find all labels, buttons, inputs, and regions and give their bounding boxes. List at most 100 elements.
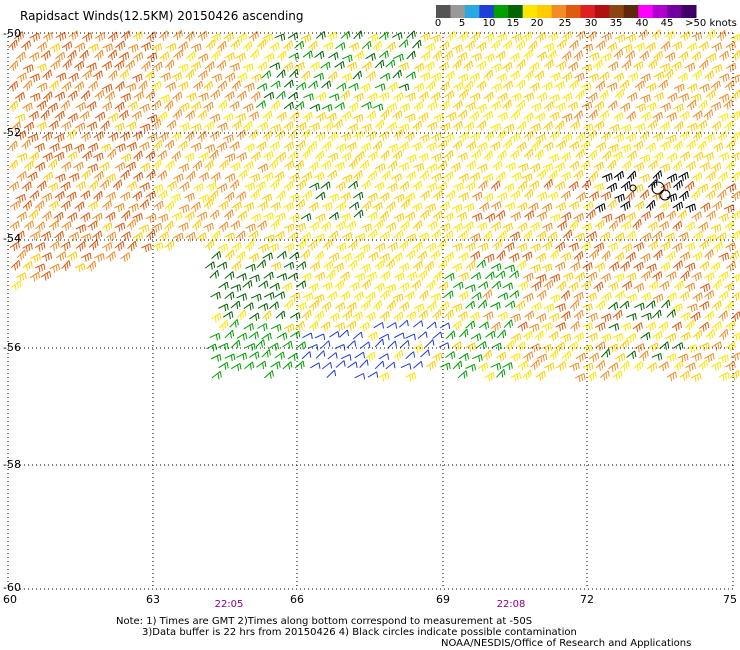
wind-barb bbox=[418, 232, 430, 242]
wind-barb bbox=[339, 329, 349, 338]
wind-barb bbox=[360, 83, 371, 93]
wind-barb bbox=[164, 200, 175, 212]
wind-barb bbox=[443, 251, 454, 262]
wind-barb bbox=[139, 199, 150, 210]
wind-barb bbox=[398, 39, 409, 48]
wind-barb bbox=[634, 200, 645, 211]
wind-barb bbox=[268, 342, 279, 351]
wind-barb bbox=[270, 123, 282, 133]
wind-barb bbox=[164, 160, 175, 171]
wind-barb bbox=[672, 160, 683, 172]
wind-barb bbox=[223, 32, 234, 43]
wind-barb bbox=[250, 293, 262, 302]
wind-barb bbox=[327, 152, 339, 162]
wind-barb bbox=[152, 184, 164, 193]
wind-barb bbox=[588, 149, 598, 161]
wind-barb bbox=[588, 191, 600, 201]
wind-barb bbox=[417, 250, 428, 262]
wind-barb bbox=[276, 90, 286, 100]
wind-barb bbox=[419, 190, 430, 201]
wind-barb bbox=[477, 180, 488, 192]
wind-barb bbox=[231, 362, 242, 371]
wind-barb bbox=[217, 122, 228, 132]
wind-barb bbox=[678, 232, 689, 242]
wind-barb bbox=[673, 103, 684, 113]
wind-barb bbox=[466, 141, 477, 152]
wind-barb bbox=[210, 89, 221, 100]
wind-barb bbox=[367, 92, 378, 102]
wind-barb bbox=[406, 154, 417, 164]
wind-barb bbox=[621, 280, 633, 291]
wind-barb bbox=[203, 101, 214, 112]
wind-barb bbox=[419, 134, 430, 143]
wind-barb bbox=[607, 61, 619, 72]
wind-barb bbox=[380, 270, 391, 281]
lat-lon-grid bbox=[7, 32, 734, 590]
wind-barb bbox=[445, 330, 456, 340]
wind-barb bbox=[697, 183, 709, 193]
wind-barb bbox=[672, 179, 683, 191]
wind-barb bbox=[198, 172, 209, 182]
wind-barb bbox=[554, 181, 566, 191]
wind-barb bbox=[101, 83, 113, 93]
wind-barb bbox=[574, 373, 586, 383]
wind-barb bbox=[548, 313, 560, 323]
wind-barb bbox=[250, 151, 261, 162]
wind-barb bbox=[463, 80, 474, 92]
wind-barb bbox=[296, 261, 307, 270]
wind-barb bbox=[283, 181, 294, 192]
wind-barb bbox=[705, 89, 716, 101]
wind-barb bbox=[600, 131, 611, 142]
wind-barb bbox=[633, 140, 644, 151]
wind-barb bbox=[22, 102, 33, 112]
wind-barb bbox=[496, 250, 506, 261]
wind-barb bbox=[600, 231, 611, 242]
wind-barb bbox=[354, 232, 366, 242]
wind-barb bbox=[413, 82, 425, 93]
wind-barb bbox=[510, 211, 521, 222]
wind-barb bbox=[601, 150, 612, 162]
wind-barb bbox=[484, 32, 495, 43]
wind-barb bbox=[105, 191, 116, 202]
wind-barb bbox=[88, 43, 99, 53]
wind-barb bbox=[315, 31, 326, 40]
wind-barb bbox=[276, 332, 288, 341]
wind-barb bbox=[146, 169, 156, 181]
wind-barb bbox=[457, 73, 469, 83]
wind-barb bbox=[94, 89, 105, 101]
wind-barb bbox=[511, 33, 522, 43]
wind-barb bbox=[440, 81, 450, 92]
wind-barb bbox=[632, 183, 644, 193]
wind-barb bbox=[725, 242, 736, 252]
wind-barb bbox=[229, 62, 240, 72]
wind-barb bbox=[568, 282, 579, 292]
wind-barb bbox=[152, 139, 163, 151]
wind-barb bbox=[666, 353, 677, 363]
wind-barb bbox=[686, 303, 698, 313]
wind-barb bbox=[698, 99, 708, 111]
wind-barb bbox=[666, 210, 676, 221]
wind-barb bbox=[399, 103, 411, 113]
wind-barb bbox=[561, 31, 572, 42]
wind-barb bbox=[431, 72, 442, 82]
wind-barb bbox=[261, 332, 272, 341]
wind-barb bbox=[68, 72, 79, 83]
wind-barb bbox=[321, 202, 333, 212]
wind-barb bbox=[258, 243, 269, 253]
wind-barb bbox=[210, 33, 221, 43]
wind-barb bbox=[321, 362, 333, 370]
wind-barb bbox=[731, 89, 740, 101]
colorbar-swatch bbox=[580, 5, 596, 18]
wind-barb bbox=[543, 362, 555, 372]
wind-barb bbox=[283, 261, 295, 270]
wind-barb bbox=[521, 173, 533, 183]
wind-barb bbox=[210, 291, 221, 300]
wind-barb bbox=[302, 292, 314, 302]
wind-barb bbox=[711, 200, 723, 211]
wind-barb bbox=[698, 41, 709, 52]
wind-barb bbox=[555, 120, 565, 132]
wind-barb bbox=[295, 320, 305, 332]
wind-barb bbox=[613, 48, 623, 60]
wind-barb bbox=[173, 232, 184, 242]
wind-barb bbox=[21, 181, 32, 192]
